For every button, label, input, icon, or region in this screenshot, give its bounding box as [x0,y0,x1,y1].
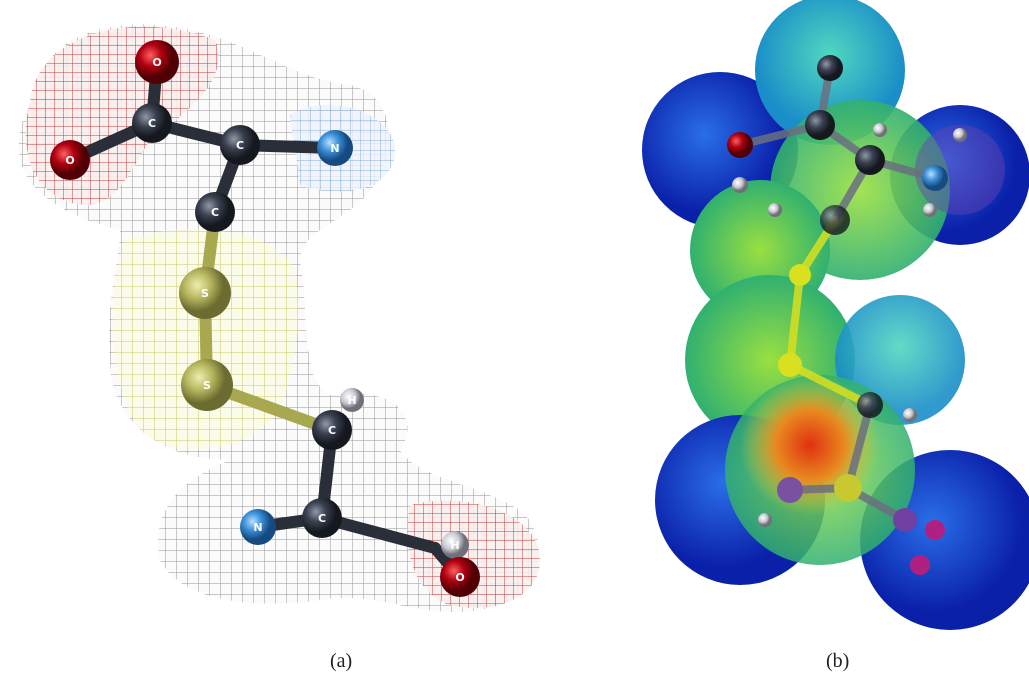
atom-label: C [318,512,326,525]
atom-label: O [455,571,464,584]
caption: (b) [826,650,849,672]
atom-label: S [203,379,211,392]
atom-label: C [236,139,244,152]
atom-label: H [347,394,356,407]
atom-label: O [65,154,74,167]
figure: O C C N O C S S C H N C H O (a) (b) [0,0,1029,675]
atom-label: O [152,56,161,69]
atom-label: C [148,117,156,130]
atom-label: N [253,521,262,534]
atom-label: N [330,142,339,155]
atom-label: S [201,287,209,300]
panel-b-surface [642,0,1029,630]
atom-label: H [450,539,459,552]
atom-label: C [328,424,336,437]
caption: (a) [330,650,352,672]
atom-label: C [211,206,219,219]
